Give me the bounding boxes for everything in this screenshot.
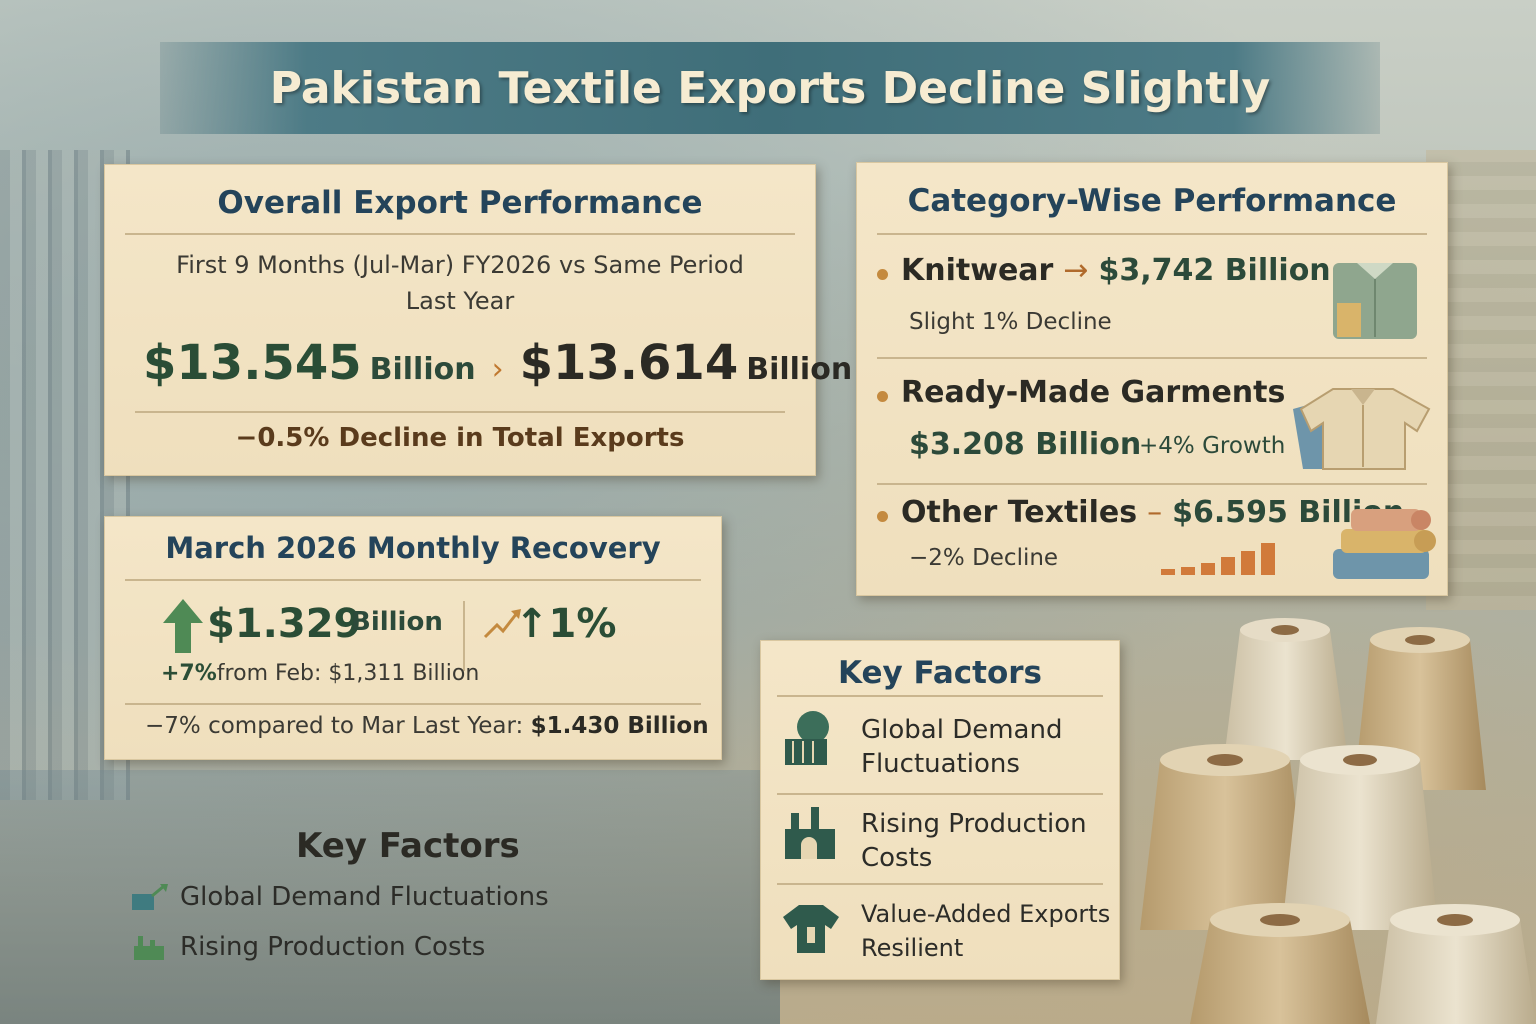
page-title: Pakistan Textile Exports Decline Slightl… (269, 62, 1271, 114)
key-factor-line1: Rising Production (861, 809, 1087, 839)
divider (877, 233, 1427, 235)
march-last-year: −7% compared to Mar Last Year: $1.430 Bi… (145, 713, 709, 739)
up-arrow-icon (163, 599, 203, 653)
divider (125, 579, 701, 581)
container-arrow-icon (132, 884, 168, 910)
overall-export-card: Overall Export Performance First 9 Month… (104, 164, 852, 476)
key-factors-right-heading: Key Factors (837, 655, 1042, 691)
march-amount: $1.329 (207, 601, 362, 647)
divider (125, 233, 795, 235)
bullet-icon (877, 391, 888, 402)
knitwear-line: Knitwear → $3,742 Billion (901, 253, 1331, 288)
key-factor-left-label: Global Demand Fluctuations (180, 882, 549, 912)
divider (125, 703, 701, 705)
garments-note: +4% Growth (1139, 433, 1286, 459)
key-factor-left-item: Global Demand Fluctuations (130, 882, 549, 912)
march-unit: Billion (351, 607, 443, 637)
garments-value: $3.208 Billion (909, 427, 1142, 462)
bullet-icon (877, 269, 888, 280)
from-feb-text: from Feb: $1,311 Billion (216, 661, 480, 686)
fabric-rolls-icon (1333, 509, 1436, 579)
key-factor-line1: Value-Added Exports (861, 900, 1111, 928)
knitwear-name: Knitwear (901, 253, 1054, 288)
title-banner: Pakistan Textile Exports Decline Slightl… (160, 42, 1380, 134)
key-factors-left-heading: Key Factors (296, 826, 520, 866)
garments-name: Ready-Made Garments (901, 375, 1286, 410)
divider (777, 695, 1103, 697)
globe-container-icon (785, 711, 829, 765)
overall-heading: Overall Export Performance (217, 185, 703, 221)
key-factor-right-item: Global Demand Fluctuations (861, 713, 1062, 781)
value-from-unit: Billion (369, 352, 476, 387)
overall-subtitle: First 9 Months (Jul-Mar) FY2026 vs Same … (176, 251, 744, 315)
divider (877, 483, 1427, 485)
other-separator: – (1147, 495, 1163, 530)
other-note: −2% Decline (909, 545, 1059, 571)
knitwear-note: Slight 1% Decline (909, 309, 1112, 335)
value-from: $13.545 (143, 335, 362, 391)
knitwear-value: $3,742 Billion (1098, 253, 1331, 288)
key-factor-left-item: Rising Production Costs (130, 932, 485, 962)
from-feb-pct: +7% (161, 661, 217, 686)
factory-icon (785, 807, 835, 859)
trend-up-icon (483, 609, 521, 639)
divider (463, 601, 465, 671)
march-heading: March 2026 Monthly Recovery (165, 531, 661, 565)
divider (777, 793, 1103, 795)
folded-shirt-icon (1333, 263, 1417, 339)
divider (877, 357, 1427, 359)
key-factor-right-item: Rising Production Costs (861, 807, 1087, 875)
category-heading: Category-Wise Performance (907, 183, 1397, 219)
background-water (0, 770, 780, 1024)
value-to: $13.614 (519, 335, 739, 391)
category-card: Category-Wise Performance Knitwear → $3,74… (856, 162, 1448, 596)
key-factor-left-label: Rising Production Costs (180, 932, 486, 962)
last-year-text: −7% compared to Mar Last Year: (145, 713, 524, 739)
bullet-icon (877, 511, 888, 522)
key-factors-card: Key Factors Global Demand Fluctuations R… (760, 640, 1120, 980)
divider (777, 883, 1103, 885)
march-pct-value: 1% (548, 601, 617, 647)
key-factor-line2: Fluctuations (861, 749, 1020, 779)
key-factor-line2: Resilient (861, 934, 964, 962)
yarn-spools-image (1140, 618, 1536, 1024)
march-from-feb: +7%from Feb: $1,311 Billion (161, 661, 479, 686)
march-pct: ↑1% (515, 601, 617, 647)
other-name: Other Textiles (901, 495, 1138, 530)
chevron-right-icon: › (491, 352, 504, 387)
divider (135, 411, 785, 413)
shirt-icon (783, 905, 839, 953)
value-to-unit: Billion (746, 352, 853, 387)
march-recovery-card: March 2026 Monthly Recovery $1.329 Billi… (104, 516, 722, 760)
last-year-value: $1.430 Billion (530, 713, 709, 739)
garment-shirts-icon (1293, 388, 1431, 470)
key-factor-line2: Costs (861, 843, 933, 873)
bar-trend-icon (1161, 543, 1275, 575)
overall-change: −0.5% Decline in Total Exports (235, 423, 685, 453)
arrow-right-icon: → (1063, 253, 1089, 288)
overall-amounts: $13.545 Billion › $13.614 Billion (143, 335, 852, 405)
key-factor-right-item: Value-Added Exports Resilient (861, 897, 1110, 965)
key-factor-line1: Global Demand (861, 715, 1063, 745)
factory-icon (134, 936, 164, 960)
